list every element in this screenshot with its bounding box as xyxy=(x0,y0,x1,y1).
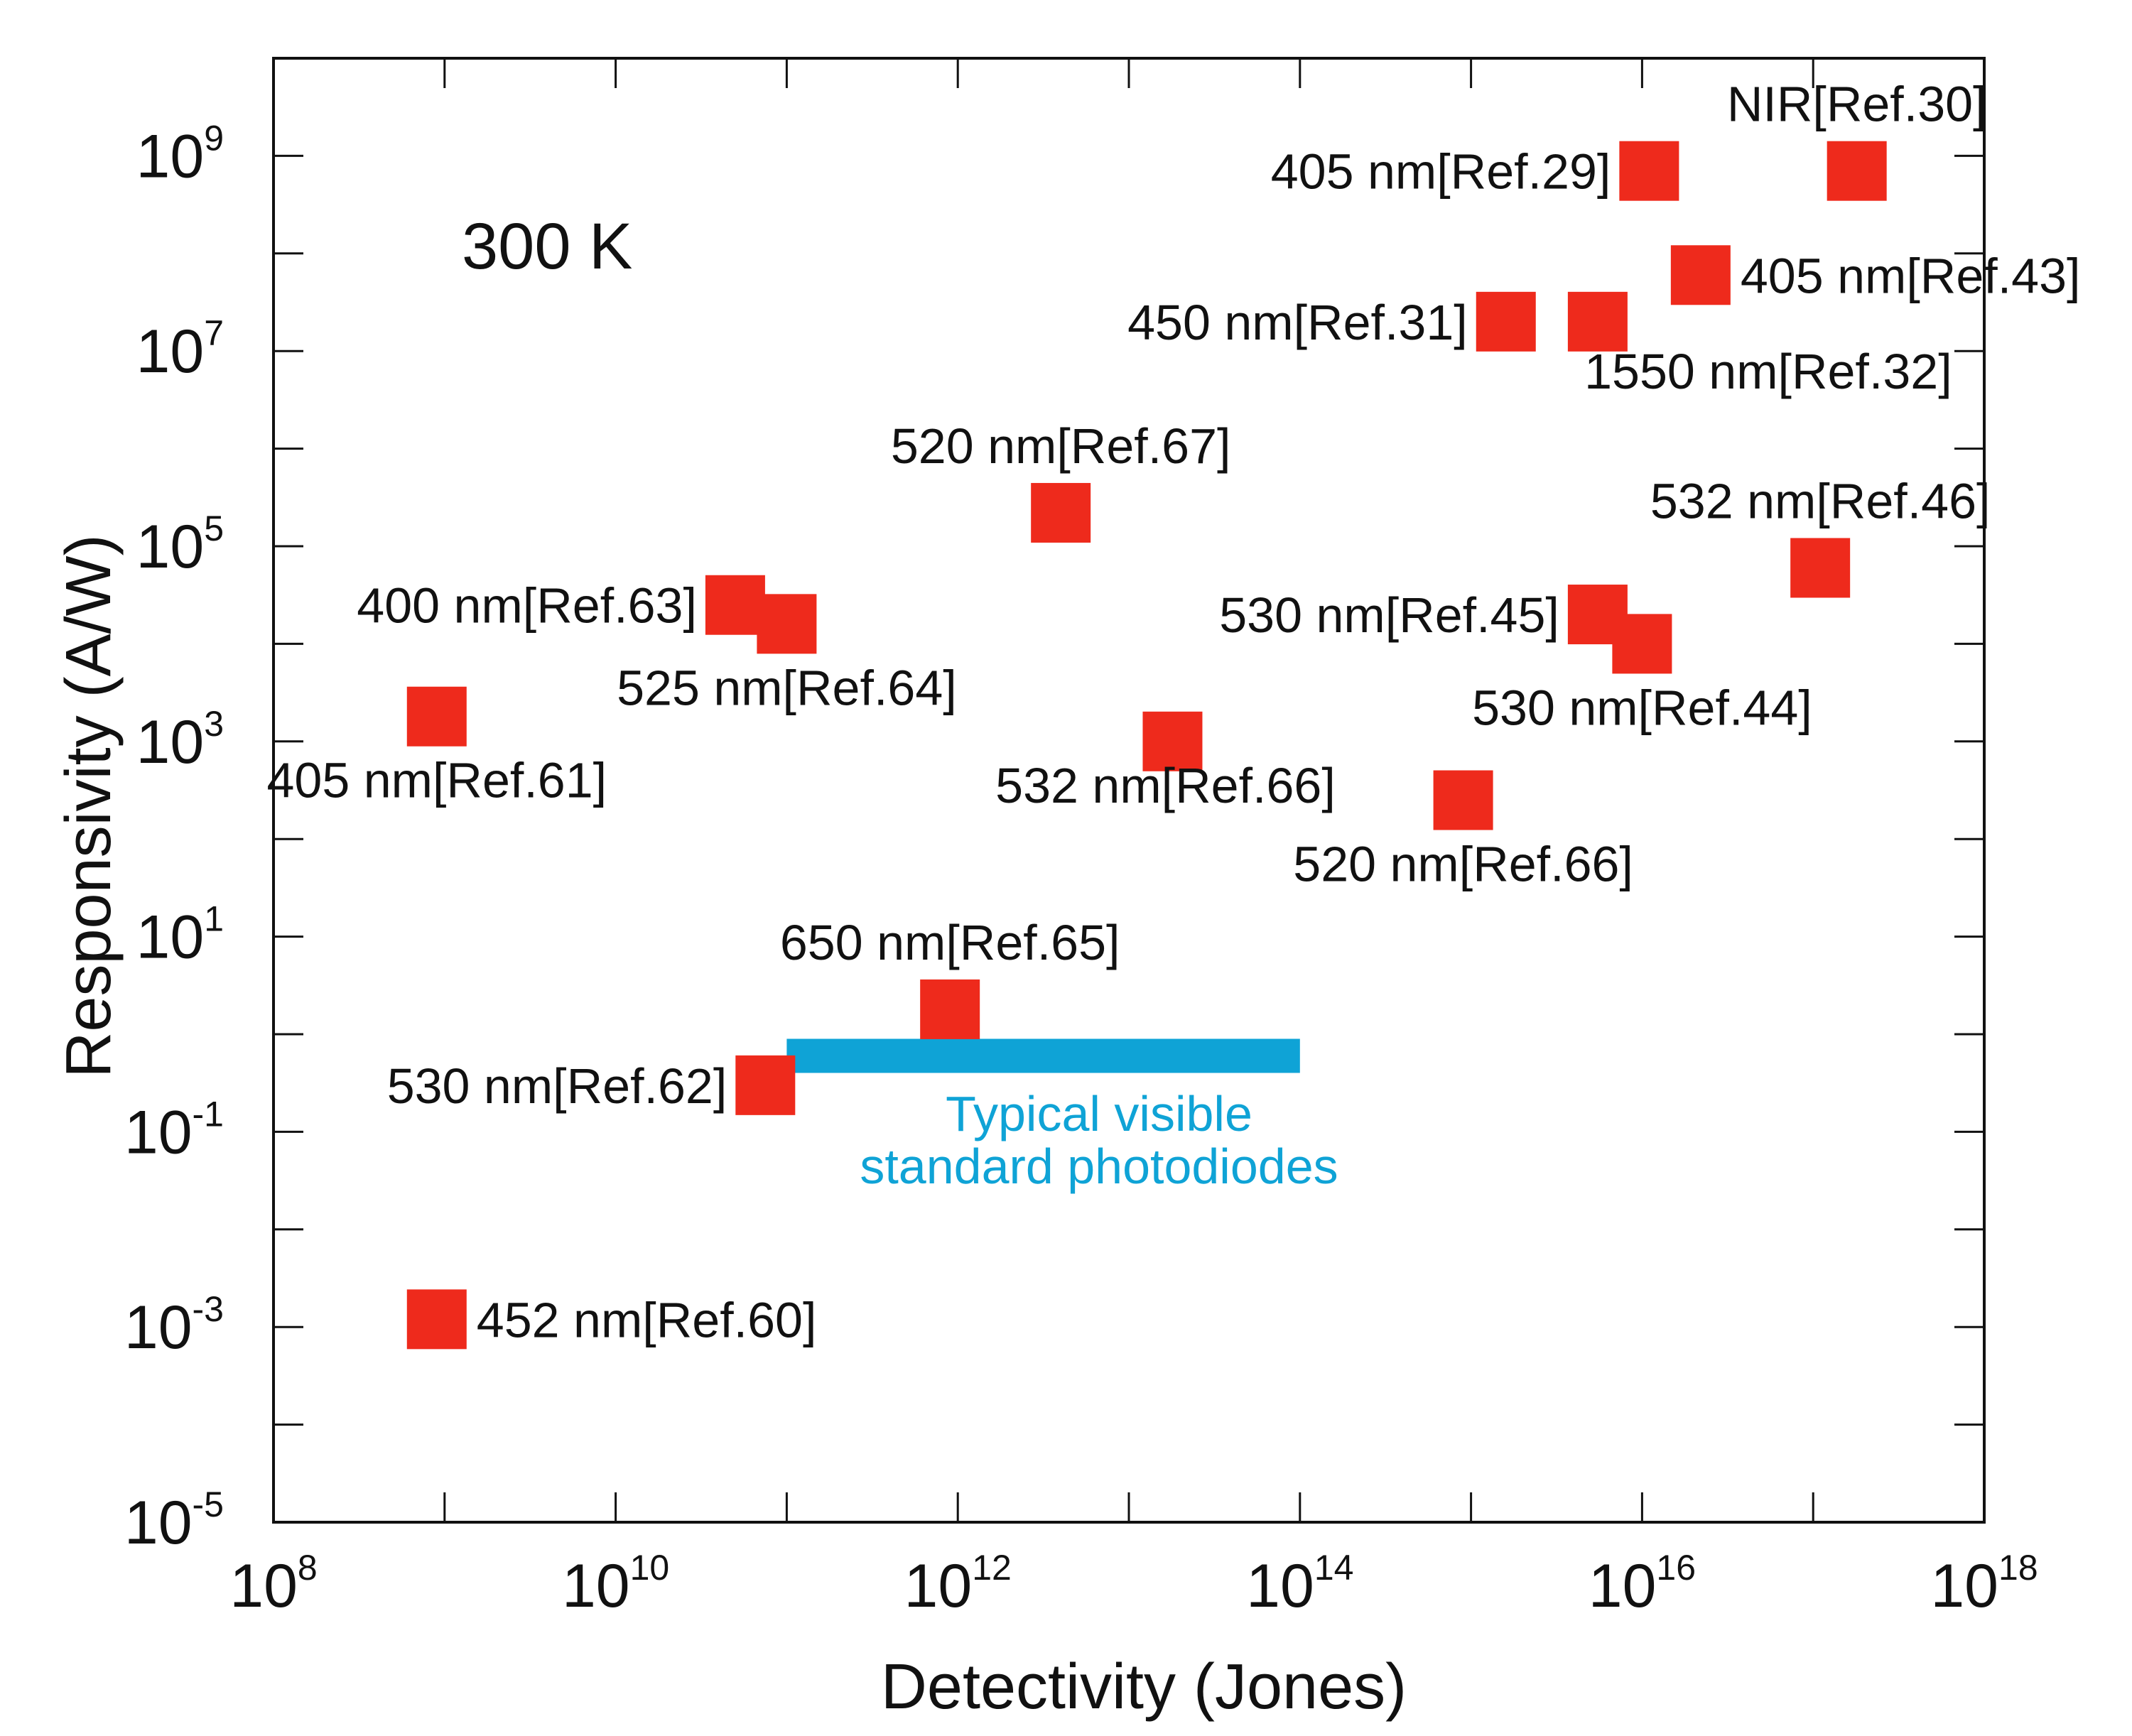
point-labels-layer: 452 nm[Ref.60] 405 nm[Ref.61] 530 nm[Ref.6… xyxy=(266,77,2080,1348)
y-tick-base: 10 xyxy=(124,1489,193,1557)
x-tick-base: 10 xyxy=(562,1552,630,1620)
data-point-marker xyxy=(920,979,980,1039)
x-tick-exponent: 18 xyxy=(1998,1548,2038,1588)
data-point-label: 520 nm[Ref.66] xyxy=(1293,837,1633,892)
data-point-marker xyxy=(406,1289,467,1350)
temperature-annotation: 300 K xyxy=(462,210,632,283)
axes-layer: 108 1010 1012 1014 1016 101810-510-310-110110… xyxy=(124,57,2038,1620)
data-point-marker xyxy=(1433,770,1493,830)
data-point-label: 405 nm[Ref.61] xyxy=(266,753,607,808)
reference-band-label: Typical visible xyxy=(946,1086,1252,1141)
data-point-label: 450 nm[Ref.31] xyxy=(1127,295,1468,350)
y-tick-label: 10-3 xyxy=(124,1289,224,1362)
y-tick-label: 105 xyxy=(136,509,224,581)
y-tick-base: 10 xyxy=(136,708,205,776)
data-point-marker xyxy=(1142,711,1203,771)
x-tick-label: 1010 xyxy=(562,1548,669,1620)
x-tick-exponent: 14 xyxy=(1314,1548,1354,1588)
y-tick-exponent: -3 xyxy=(193,1289,224,1329)
x-tick-base: 10 xyxy=(1246,1552,1314,1620)
y-tick-label: 103 xyxy=(136,704,224,776)
y-tick-base: 10 xyxy=(136,513,205,581)
y-tick-label: 10-5 xyxy=(124,1485,224,1557)
data-point-label: 532 nm[Ref.66] xyxy=(995,758,1336,813)
data-point-label: 530 nm[Ref.44] xyxy=(1472,680,1812,735)
data-point-marker xyxy=(1612,614,1672,674)
data-point-label: 530 nm[Ref.62] xyxy=(387,1058,727,1114)
data-point-marker xyxy=(1567,291,1628,352)
y-axis-title: Responsivity (A/W) xyxy=(53,534,124,1078)
data-point-label: 405 nm[Ref.43] xyxy=(1741,248,2081,303)
x-tick-base: 10 xyxy=(229,1552,298,1620)
data-points-layer xyxy=(406,141,1887,1350)
data-point-marker xyxy=(1031,482,1091,543)
x-tick-exponent: 8 xyxy=(298,1548,318,1588)
x-tick-base: 10 xyxy=(1589,1552,1657,1620)
y-tick-exponent: -1 xyxy=(193,1094,224,1134)
data-point-label: 405 nm[Ref.29] xyxy=(1271,144,1611,200)
y-tick-exponent: 1 xyxy=(204,899,224,939)
data-point-marker xyxy=(1670,245,1731,305)
y-tick-exponent: 5 xyxy=(204,509,224,548)
x-tick-exponent: 12 xyxy=(972,1548,1012,1588)
y-tick-base: 10 xyxy=(124,1293,193,1362)
y-tick-label: 101 xyxy=(136,899,224,972)
x-tick-label: 1014 xyxy=(1246,1548,1353,1620)
data-point-label: 530 nm[Ref.45] xyxy=(1219,587,1559,643)
data-point-marker xyxy=(1476,291,1536,352)
x-tick-base: 10 xyxy=(1930,1552,1998,1620)
x-tick-label: 1016 xyxy=(1589,1548,1696,1620)
x-tick-exponent: 10 xyxy=(630,1548,670,1588)
y-tick-base: 10 xyxy=(124,1098,193,1166)
data-point-label: NIR[Ref.30] xyxy=(1727,77,1987,132)
data-point-marker xyxy=(406,686,467,747)
reference-band-label: standard photodiodes xyxy=(860,1139,1338,1194)
data-point-label: 400 nm[Ref.63] xyxy=(357,578,697,634)
y-tick-label: 109 xyxy=(136,118,224,190)
x-tick-exponent: 16 xyxy=(1656,1548,1696,1588)
x-tick-label: 1012 xyxy=(904,1548,1012,1620)
y-tick-base: 10 xyxy=(136,122,205,190)
y-tick-exponent: 9 xyxy=(204,118,224,158)
data-point-label: 1550 nm[Ref.32] xyxy=(1584,344,1952,399)
data-point-label: 452 nm[Ref.60] xyxy=(477,1292,817,1347)
data-point-marker xyxy=(1790,538,1851,598)
y-tick-base: 10 xyxy=(136,318,205,386)
x-tick-base: 10 xyxy=(904,1552,973,1620)
reference-band-bar xyxy=(786,1038,1300,1073)
y-tick-exponent: 7 xyxy=(204,313,224,353)
data-point-label: 650 nm[Ref.65] xyxy=(780,915,1120,970)
y-tick-exponent: -5 xyxy=(193,1485,224,1524)
y-tick-label: 10-1 xyxy=(124,1094,224,1166)
data-point-label: 525 nm[Ref.64] xyxy=(617,660,957,715)
x-tick-label: 108 xyxy=(229,1548,317,1620)
data-point-marker xyxy=(735,1055,796,1115)
data-point-marker xyxy=(1827,141,1887,201)
data-point-marker xyxy=(705,575,765,635)
y-tick-exponent: 3 xyxy=(204,704,224,744)
data-point-label: 520 nm[Ref.67] xyxy=(891,418,1231,474)
data-point-marker xyxy=(1619,141,1679,201)
x-axis-title: Detectivity (Jones) xyxy=(881,1651,1407,1723)
x-tick-label: 1018 xyxy=(1930,1548,2038,1620)
data-point-marker xyxy=(757,594,817,654)
data-point-label: 532 nm[Ref.46] xyxy=(1650,473,1991,528)
y-tick-label: 107 xyxy=(136,313,224,386)
y-tick-base: 10 xyxy=(136,904,205,972)
